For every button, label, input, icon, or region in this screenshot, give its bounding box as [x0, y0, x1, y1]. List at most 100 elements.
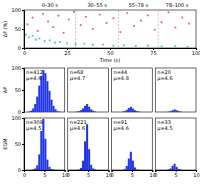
region-label: 0–30 s — [42, 2, 59, 8]
bar — [76, 170, 78, 171]
bar — [57, 111, 59, 112]
bar — [142, 170, 144, 171]
tick: 100 — [11, 115, 24, 121]
bar — [124, 169, 126, 170]
x-axis-title: Time (s) — [99, 57, 120, 63]
bar — [150, 112, 152, 113]
bar — [194, 170, 196, 171]
bar — [34, 104, 36, 112]
point — [52, 26, 54, 28]
bar — [32, 169, 34, 170]
bar — [176, 167, 178, 170]
bar — [59, 170, 61, 171]
bar — [88, 149, 90, 170]
tick-label: 75 — [150, 50, 156, 56]
plot-frame — [68, 68, 109, 112]
bar — [28, 170, 30, 171]
bar — [148, 112, 150, 113]
tick-mark — [22, 112, 24, 113]
bar — [163, 112, 165, 113]
tick: 10 — [193, 170, 199, 178]
bar — [180, 169, 182, 170]
bar — [30, 170, 32, 171]
bar — [130, 152, 132, 170]
bar — [157, 170, 159, 171]
histogram-chart: n=44μ=4.8 — [112, 68, 153, 112]
bar — [126, 166, 128, 170]
bar — [72, 112, 74, 113]
tick: 0 — [18, 167, 24, 173]
bar — [82, 161, 84, 170]
plot-area — [122, 107, 140, 112]
bar — [50, 100, 52, 112]
tick: 50 — [15, 26, 24, 32]
bar — [192, 170, 194, 171]
tick-label: 10 — [193, 172, 199, 178]
tick: 50 — [15, 141, 24, 147]
point — [37, 30, 39, 32]
annotation: μ=4.6 — [114, 125, 129, 132]
plot-area — [167, 164, 181, 170]
bar — [70, 170, 72, 171]
annotation: μ=4.5 — [26, 125, 41, 132]
tick: 0 — [23, 170, 26, 178]
point — [62, 32, 64, 34]
bar — [104, 170, 106, 171]
bar — [172, 166, 174, 170]
bar — [128, 159, 130, 170]
annotation: μ=4.6 — [70, 125, 85, 132]
bar — [80, 110, 82, 112]
plot-area — [78, 124, 96, 170]
bar — [106, 170, 108, 171]
plot-frame — [155, 68, 196, 112]
axis: 0510 — [67, 170, 113, 178]
bar — [63, 112, 65, 113]
point — [26, 23, 28, 25]
bar — [146, 170, 148, 171]
bar — [140, 170, 142, 171]
axis-line — [22, 69, 25, 113]
bar — [182, 170, 184, 171]
bar — [190, 112, 192, 113]
tick-label: 50 — [15, 87, 21, 93]
bar — [34, 168, 36, 170]
bar — [134, 167, 136, 170]
bar — [92, 111, 94, 112]
point — [28, 36, 30, 38]
bar — [132, 161, 134, 170]
bar — [86, 124, 88, 170]
tick: 100 — [11, 7, 24, 13]
bar — [138, 111, 140, 112]
tick: 75 — [150, 48, 156, 56]
point — [92, 28, 94, 30]
bar — [180, 111, 182, 112]
point — [59, 41, 61, 43]
bar — [84, 141, 86, 170]
plot-frame — [112, 118, 153, 170]
bar — [98, 170, 100, 171]
bar — [48, 91, 50, 112]
axis: 050100 — [11, 7, 24, 51]
bar — [170, 168, 172, 170]
bar — [61, 112, 63, 113]
tick: 50 — [107, 48, 113, 56]
point — [73, 11, 75, 13]
point — [49, 39, 51, 41]
bar — [114, 170, 116, 171]
bar — [59, 111, 61, 112]
y-axis-title: EGM — [2, 138, 8, 149]
bar — [186, 170, 188, 171]
bar — [186, 112, 188, 113]
point — [161, 21, 163, 23]
tick-label: 50 — [15, 26, 21, 32]
tick-label: 0 — [23, 50, 26, 56]
point — [68, 18, 70, 20]
bar — [55, 170, 57, 171]
bar — [142, 112, 144, 113]
histogram-chart: 050100n=412μ=4.6AP — [2, 65, 65, 115]
bar — [144, 170, 146, 171]
bar — [72, 170, 74, 171]
bar — [40, 131, 42, 170]
tick-label: 5 — [43, 172, 46, 178]
bar — [148, 170, 150, 171]
